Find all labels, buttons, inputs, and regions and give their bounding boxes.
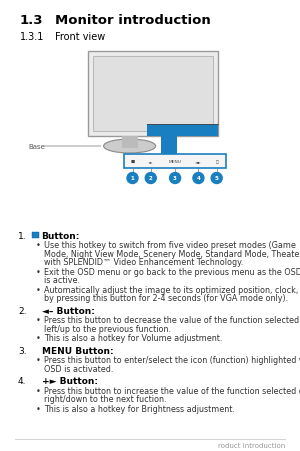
Text: •: • xyxy=(36,334,41,343)
Text: Press this button to increase the value of the function selected or move: Press this button to increase the value … xyxy=(44,386,300,395)
Text: Use this hotkey to switch from five video preset modes (Game: Use this hotkey to switch from five vide… xyxy=(44,241,296,250)
Text: ◄–: ◄– xyxy=(148,160,154,164)
Text: •: • xyxy=(36,241,41,250)
Text: •: • xyxy=(36,267,41,276)
Bar xyxy=(93,57,213,132)
Text: MENU: MENU xyxy=(169,160,182,164)
Text: Press this button to enter/select the icon (function) highlighted while the: Press this button to enter/select the ic… xyxy=(44,356,300,365)
Text: with SPLENDID™ Video Enhancement Technology.: with SPLENDID™ Video Enhancement Technol… xyxy=(44,258,243,267)
Text: 3.: 3. xyxy=(18,346,27,355)
Circle shape xyxy=(145,173,156,184)
Text: MENU Button:: MENU Button: xyxy=(42,346,114,355)
Text: 4.: 4. xyxy=(18,377,26,386)
Bar xyxy=(88,52,218,137)
Bar xyxy=(124,155,226,169)
Text: This is also a hotkey for Volume adjustment.: This is also a hotkey for Volume adjustm… xyxy=(44,334,222,343)
Bar xyxy=(32,232,39,239)
Text: 2: 2 xyxy=(149,176,153,181)
Text: •: • xyxy=(36,386,41,395)
Text: by pressing this button for 2-4 seconds (for VGA mode only).: by pressing this button for 2-4 seconds … xyxy=(44,294,288,303)
Text: Press this button to decrease the value of the function selected or move: Press this button to decrease the value … xyxy=(44,316,300,325)
Text: ◄– Button:: ◄– Button: xyxy=(42,306,95,315)
Bar xyxy=(122,137,138,149)
Text: Monitor introduction: Monitor introduction xyxy=(55,14,211,27)
Ellipse shape xyxy=(103,140,156,154)
Text: 2.: 2. xyxy=(18,306,26,315)
Text: 1: 1 xyxy=(130,176,134,181)
Text: •: • xyxy=(36,316,41,325)
Text: roduct introduction: roduct introduction xyxy=(218,442,285,448)
Text: 1.3.1: 1.3.1 xyxy=(20,32,44,42)
Bar xyxy=(160,137,177,155)
Text: Base: Base xyxy=(28,144,45,150)
Text: left/up to the previous function.: left/up to the previous function. xyxy=(44,324,171,333)
Text: 3: 3 xyxy=(173,176,177,181)
Text: OSD is activated.: OSD is activated. xyxy=(44,364,113,373)
Text: Automatically adjust the image to its optimized position, clock, and phase: Automatically adjust the image to its op… xyxy=(44,285,300,295)
Text: +► Button:: +► Button: xyxy=(42,377,98,386)
Text: ■: ■ xyxy=(130,160,135,164)
Text: ⏻: ⏻ xyxy=(215,160,218,164)
Text: 1.: 1. xyxy=(18,231,27,240)
Text: •: • xyxy=(36,285,41,295)
Text: 5: 5 xyxy=(215,176,219,181)
Text: Exit the OSD menu or go back to the previous menu as the OSD menu: Exit the OSD menu or go back to the prev… xyxy=(44,267,300,276)
Circle shape xyxy=(211,173,222,184)
Text: 1.3: 1.3 xyxy=(20,14,44,27)
Text: •: • xyxy=(36,404,41,413)
Text: •: • xyxy=(36,356,41,365)
Text: is active.: is active. xyxy=(44,276,80,285)
Text: 4: 4 xyxy=(196,176,200,181)
Text: This is also a hotkey for Brightness adjustment.: This is also a hotkey for Brightness adj… xyxy=(44,404,235,413)
Text: right/down to the next fuction.: right/down to the next fuction. xyxy=(44,395,166,404)
Bar xyxy=(146,125,218,137)
Text: Button:: Button: xyxy=(41,231,80,240)
Text: Front view: Front view xyxy=(55,32,105,42)
Text: Mode, Night View Mode, Scenery Mode, Standard Mode, Theater Mode): Mode, Night View Mode, Scenery Mode, Sta… xyxy=(44,249,300,258)
Circle shape xyxy=(193,173,204,184)
Circle shape xyxy=(169,173,181,184)
Circle shape xyxy=(127,173,138,184)
Text: ◄►: ◄► xyxy=(195,160,202,164)
